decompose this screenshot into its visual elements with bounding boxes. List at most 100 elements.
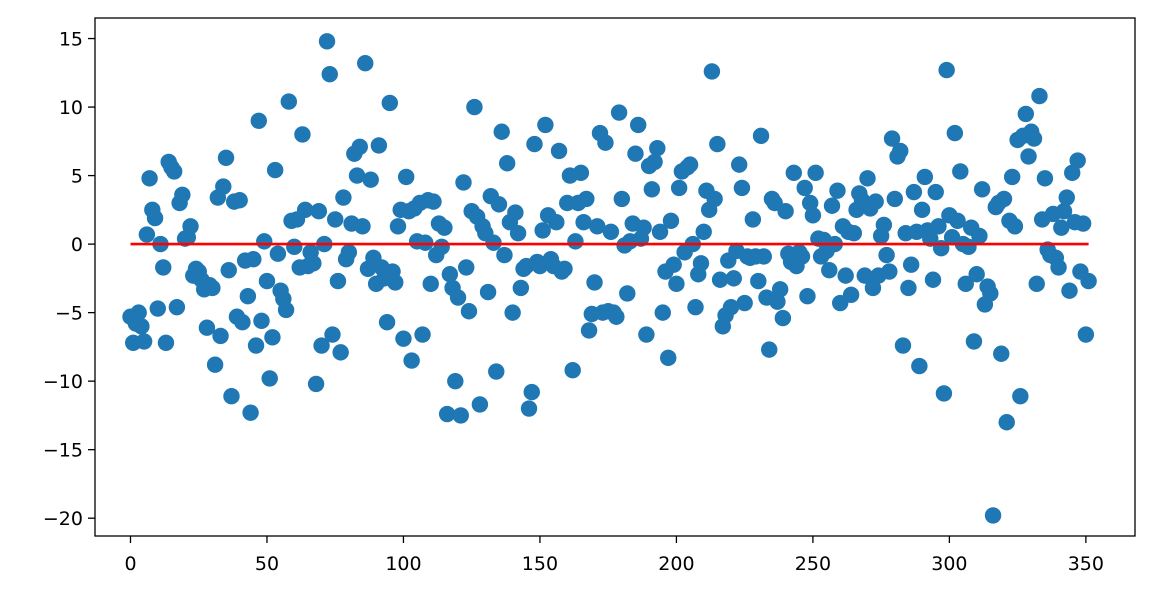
scatter-point [332,344,349,361]
scatter-point [504,304,521,321]
scatter-point [397,168,415,186]
scatter-point [793,248,811,265]
scatter-point [845,224,863,242]
scatter-point [466,98,483,116]
scatter-point [157,334,175,351]
scatter-point [660,349,677,367]
scatter-point [567,233,584,250]
scatter-point [946,124,964,142]
scatter-point [1053,219,1070,236]
scatter-point [433,238,450,256]
scatter-point [736,294,753,312]
scatter-point [1050,259,1067,276]
scatter-point [842,286,860,304]
scatter-point [572,164,590,182]
scatter-point [258,272,276,290]
scatter-point [496,246,513,264]
x-tick-label: 250 [795,553,831,575]
scatter-point [731,156,748,173]
scatter-point [1064,164,1081,182]
scatter-point [627,145,644,162]
scatter-point [182,218,199,235]
scatter-point [204,279,221,297]
scatter-point [799,287,816,305]
scatter-point [602,223,620,240]
scatter-point [362,171,379,188]
scatter-point [665,256,682,273]
scatter-point [310,203,328,220]
scatter-point [436,219,453,236]
scatter-point [643,181,661,198]
scatter-point [750,272,767,290]
x-tick-label: 150 [522,553,558,575]
scatter-point [493,123,510,140]
scatter-point [654,304,671,321]
scatter-point [883,130,901,147]
scatter-point [1003,168,1021,186]
scatter-point [995,190,1013,208]
scatter-point [247,337,265,354]
scatter-point [460,303,478,320]
scatter-point [1069,152,1086,169]
scatter-point [630,116,647,134]
x-tick-label: 300 [931,553,967,575]
scatter-point [250,112,267,129]
scatter-point [965,333,983,350]
scatter-point [938,61,955,79]
y-tick-label: −5 [55,303,83,325]
scatter-point [1080,272,1097,290]
scatter-point [256,233,273,250]
scatter-point [441,266,459,283]
scatter-point [886,190,903,208]
scatter-point [471,396,489,413]
y-tick-label: 15 [59,29,83,51]
scatter-point [769,293,786,310]
scatter-point [294,126,311,143]
scatter-point [823,197,841,214]
scatter-point [957,275,974,293]
scatter-point [305,255,322,272]
scatter-point [578,190,595,208]
scatter-point [982,285,999,302]
scatter-point [864,279,882,297]
scatter-point [438,405,456,423]
scatter-point [703,63,721,80]
scatter-point [165,163,183,180]
x-tick-label: 50 [255,553,279,575]
x-tick-label: 100 [385,553,421,575]
y-tick-label: −20 [43,508,83,530]
scatter-point [801,194,819,212]
scatter-point [168,298,186,316]
scatter-point [1006,218,1024,235]
scatter-point [206,356,224,373]
scatter-point [198,319,216,336]
scatter-point [725,270,742,287]
scatter-point [329,272,347,290]
scatter-point [1025,130,1043,147]
scatter-point [403,352,420,369]
scatter-point [449,289,467,306]
scatter-point [327,211,344,228]
scatter-point [670,179,688,197]
scatter-point [580,322,598,339]
scatter-point [141,170,158,187]
scatter-point [859,170,876,187]
scatter-point [458,259,475,276]
scatter-point [952,163,969,180]
scatter-point [520,400,538,417]
scatter-point [649,139,666,157]
scatter-point [589,218,606,235]
scatter-point [490,196,508,213]
scatter-point [856,267,873,284]
scatter-point [378,314,396,331]
scatter-point [613,190,631,208]
scatter-point [509,224,527,242]
scatter-point [485,234,502,251]
scatter-point [1031,87,1048,105]
scatter-point [526,135,543,153]
scatter-point [902,256,920,273]
scatter-point [651,223,669,240]
scatter-point [913,201,931,219]
scatter-point [638,326,655,343]
